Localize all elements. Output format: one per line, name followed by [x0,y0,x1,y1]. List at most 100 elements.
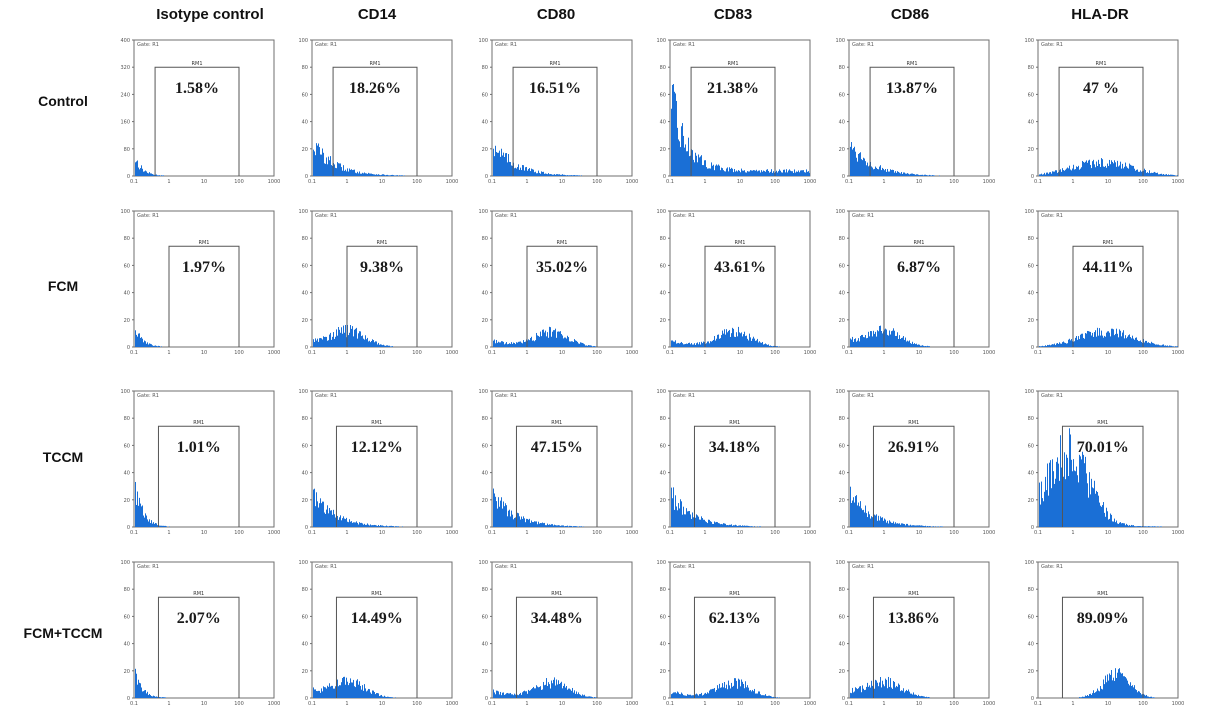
histogram-bar [766,344,767,347]
histogram-bar [157,525,158,527]
histogram-bar [141,165,142,176]
histogram-bar [348,335,349,347]
y-tick-label: 0 [485,174,488,180]
histogram-bar [1121,168,1122,176]
histogram-bar [399,175,400,176]
histogram-bar [1150,696,1151,698]
histogram-bar [715,522,716,527]
y-tick-label: 20 [839,147,845,153]
y-tick-label: 60 [124,263,130,269]
histogram-bar [495,343,496,347]
histogram-bar [374,524,375,527]
histogram-bar [498,341,499,347]
histogram-bar [147,172,148,176]
histogram-bar [770,171,771,176]
histogram-bar [687,343,688,347]
histogram-bar [910,693,911,698]
histogram-bar [920,174,921,176]
histogram-bar [885,519,886,527]
histogram-bar [868,166,869,176]
histogram-bar [782,172,783,176]
histogram-bar [145,513,146,527]
histogram-bar [714,521,715,527]
histogram-bar [739,170,740,176]
histogram-bar [760,526,761,527]
histogram-bar [1085,695,1086,698]
histogram-bar [574,690,575,698]
histogram-bar [905,525,906,527]
histogram-bar [759,526,760,527]
histogram-bar [699,157,700,176]
histogram-bar [1129,163,1130,176]
percent-label: 6.87% [897,259,941,276]
gate-label: Gate: R1 [673,564,695,570]
histogram-bar [319,503,320,527]
histogram-bar [688,694,689,698]
histogram-bar [731,682,732,698]
histogram-bar [367,523,368,527]
histogram-bar [866,686,867,698]
histogram-bar [142,505,143,527]
histogram-bar [334,164,335,176]
histogram-bar [1170,174,1171,176]
histogram-bar [561,525,562,527]
histogram-bar [715,165,716,176]
histogram-bar [682,343,683,347]
histogram-bar [703,694,704,698]
histogram-bar [877,520,878,527]
histogram-bar [1162,174,1163,176]
histogram-bar [746,172,747,176]
histogram-bar [1045,345,1046,347]
histogram-bar [1162,344,1163,347]
histogram-bar [758,691,759,698]
histogram-bar [1132,525,1133,527]
histogram-bar [342,518,343,527]
histogram-bar [869,165,870,176]
histogram-bar [1056,343,1057,347]
x-tick-label: 100 [234,701,244,707]
histogram-bar [162,697,163,698]
histogram-bar [1090,693,1091,698]
histogram-bar [1064,170,1065,176]
histogram-bar [1039,482,1040,527]
y-tick-label: 0 [485,525,488,531]
histogram-bar [389,345,390,347]
histogram-bar [533,686,534,698]
histogram-bar [550,688,551,698]
y-tick-label: 100 [1024,389,1034,395]
percent-label: 34.48% [531,610,583,627]
histogram-bar [163,697,164,698]
histogram-bar [882,680,883,698]
marker-gate [869,66,955,176]
histogram-bar [874,688,875,698]
histogram-bar [916,525,917,527]
histogram-panel: 100 80 60 40 20 0 0.1 1 10 100 1000 Gate: R1 RM1 2.07… [118,556,280,707]
histogram-bar [1163,344,1164,347]
histogram-bar [397,526,398,527]
histogram-bar [138,679,139,698]
x-tick-label: 1000 [626,530,639,536]
histogram-bar [324,687,325,698]
histogram-bar [579,343,580,347]
marker-gate [704,245,776,347]
histogram-bar [373,174,374,176]
x-tick-label: 1000 [446,350,459,356]
histogram-bar [332,336,333,347]
histogram-bar [1088,331,1089,347]
histogram-bar [777,172,778,176]
histogram-bar [149,693,150,698]
histogram-bar [320,498,321,527]
percent-label: 44.11% [1082,259,1133,276]
histogram-bar [710,689,711,698]
histogram-bar [1120,330,1121,347]
histogram-bar [728,680,729,698]
histogram-bar [327,685,328,698]
histogram-bar [520,341,521,347]
histogram-bar [573,526,574,527]
histogram-bar [671,694,672,698]
histogram-bar [1117,160,1118,176]
histogram-bar [677,343,678,347]
histogram-bar [164,697,165,698]
histogram-bar [1148,526,1149,527]
histogram-bar [1065,342,1066,347]
